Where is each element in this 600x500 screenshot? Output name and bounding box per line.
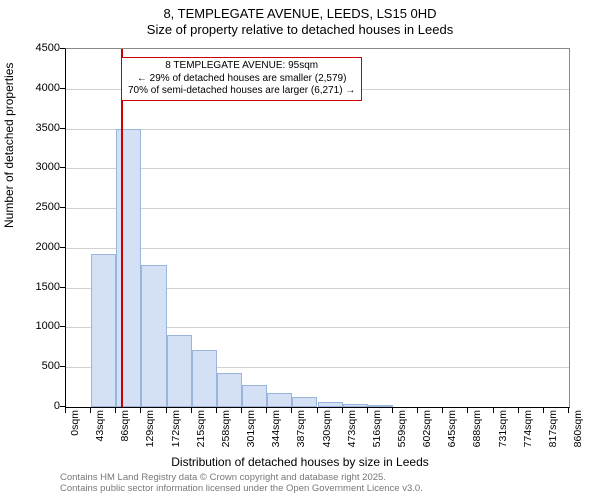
y-tick-mark xyxy=(60,247,65,248)
x-tick-mark xyxy=(518,408,519,413)
x-tick-mark xyxy=(65,408,66,413)
y-axis-label: Number of detached properties xyxy=(2,63,16,228)
gridline xyxy=(66,168,569,169)
histogram-bar xyxy=(167,335,192,407)
x-tick-label: 602sqm xyxy=(421,410,433,455)
histogram-bar xyxy=(267,393,292,407)
y-tick-mark xyxy=(60,326,65,327)
x-tick-mark xyxy=(90,408,91,413)
annotation-line3: 70% of semi-detached houses are larger (… xyxy=(128,85,355,98)
x-tick-mark xyxy=(342,408,343,413)
y-tick-label: 3500 xyxy=(20,122,60,134)
attribution-footer: Contains HM Land Registry data © Crown c… xyxy=(60,472,423,495)
y-tick-mark xyxy=(60,48,65,49)
x-tick-mark xyxy=(493,408,494,413)
y-tick-mark xyxy=(60,167,65,168)
footer-line2: Contains public sector information licen… xyxy=(60,483,423,494)
x-tick-mark xyxy=(191,408,192,413)
x-tick-mark xyxy=(467,408,468,413)
x-tick-mark xyxy=(140,408,141,413)
chart-title-line1: 8, TEMPLEGATE AVENUE, LEEDS, LS15 0HD xyxy=(0,6,600,22)
gridline xyxy=(66,129,569,130)
y-tick-label: 2000 xyxy=(20,241,60,253)
x-tick-label: 43sqm xyxy=(94,410,106,455)
histogram-bar xyxy=(192,350,217,407)
x-tick-label: 301sqm xyxy=(245,410,257,455)
histogram-bar xyxy=(141,265,166,407)
y-tick-mark xyxy=(60,207,65,208)
x-tick-mark xyxy=(367,408,368,413)
y-tick-label: 500 xyxy=(20,360,60,372)
x-tick-label: 387sqm xyxy=(295,410,307,455)
x-tick-mark xyxy=(417,408,418,413)
histogram-bar xyxy=(91,254,116,407)
x-tick-label: 129sqm xyxy=(144,410,156,455)
x-tick-mark xyxy=(291,408,292,413)
x-tick-label: 344sqm xyxy=(270,410,282,455)
histogram-bar xyxy=(368,405,393,407)
annotation-box: 8 TEMPLEGATE AVENUE: 95sqm← 29% of detac… xyxy=(121,57,362,101)
y-tick-mark xyxy=(60,128,65,129)
x-tick-mark xyxy=(543,408,544,413)
x-tick-mark xyxy=(317,408,318,413)
x-tick-label: 774sqm xyxy=(522,410,534,455)
plot-area: 8 TEMPLEGATE AVENUE: 95sqm← 29% of detac… xyxy=(65,48,570,408)
gridline xyxy=(66,208,569,209)
y-tick-label: 2500 xyxy=(20,201,60,213)
histogram-bar xyxy=(343,404,368,407)
x-tick-mark xyxy=(266,408,267,413)
chart-title-block: 8, TEMPLEGATE AVENUE, LEEDS, LS15 0HD Si… xyxy=(0,0,600,37)
x-tick-label: 516sqm xyxy=(371,410,383,455)
x-tick-mark xyxy=(241,408,242,413)
x-tick-mark xyxy=(115,408,116,413)
x-tick-mark xyxy=(216,408,217,413)
x-tick-label: 258sqm xyxy=(220,410,232,455)
x-tick-label: 172sqm xyxy=(170,410,182,455)
x-tick-label: 559sqm xyxy=(396,410,408,455)
histogram-bar xyxy=(318,402,343,407)
x-tick-mark xyxy=(442,408,443,413)
annotation-line1: 8 TEMPLEGATE AVENUE: 95sqm xyxy=(128,60,355,73)
y-tick-label: 3000 xyxy=(20,161,60,173)
x-tick-label: 860sqm xyxy=(572,410,584,455)
y-tick-label: 0 xyxy=(20,400,60,412)
y-tick-mark xyxy=(60,88,65,89)
gridline xyxy=(66,248,569,249)
histogram-bar xyxy=(116,129,141,407)
y-tick-label: 1500 xyxy=(20,281,60,293)
x-tick-mark xyxy=(166,408,167,413)
x-tick-label: 215sqm xyxy=(195,410,207,455)
x-tick-label: 817sqm xyxy=(547,410,559,455)
property-marker-line xyxy=(121,49,123,407)
x-tick-label: 473sqm xyxy=(346,410,358,455)
histogram-bar xyxy=(217,373,242,407)
y-tick-mark xyxy=(60,287,65,288)
histogram-bar xyxy=(242,385,267,407)
y-tick-label: 4000 xyxy=(20,82,60,94)
x-tick-mark xyxy=(392,408,393,413)
x-axis-label: Distribution of detached houses by size … xyxy=(0,455,600,469)
y-tick-label: 4500 xyxy=(20,42,60,54)
footer-line1: Contains HM Land Registry data © Crown c… xyxy=(60,472,423,483)
x-tick-label: 86sqm xyxy=(119,410,131,455)
x-tick-label: 430sqm xyxy=(321,410,333,455)
x-tick-label: 688sqm xyxy=(471,410,483,455)
x-tick-label: 645sqm xyxy=(446,410,458,455)
y-tick-label: 1000 xyxy=(20,320,60,332)
chart-title-line2: Size of property relative to detached ho… xyxy=(0,22,600,38)
x-tick-label: 731sqm xyxy=(497,410,509,455)
x-tick-mark xyxy=(568,408,569,413)
histogram-bar xyxy=(292,397,317,407)
y-tick-mark xyxy=(60,366,65,367)
x-tick-label: 0sqm xyxy=(69,410,81,455)
y-tick-mark xyxy=(60,406,65,407)
annotation-line2: ← 29% of detached houses are smaller (2,… xyxy=(128,73,355,86)
